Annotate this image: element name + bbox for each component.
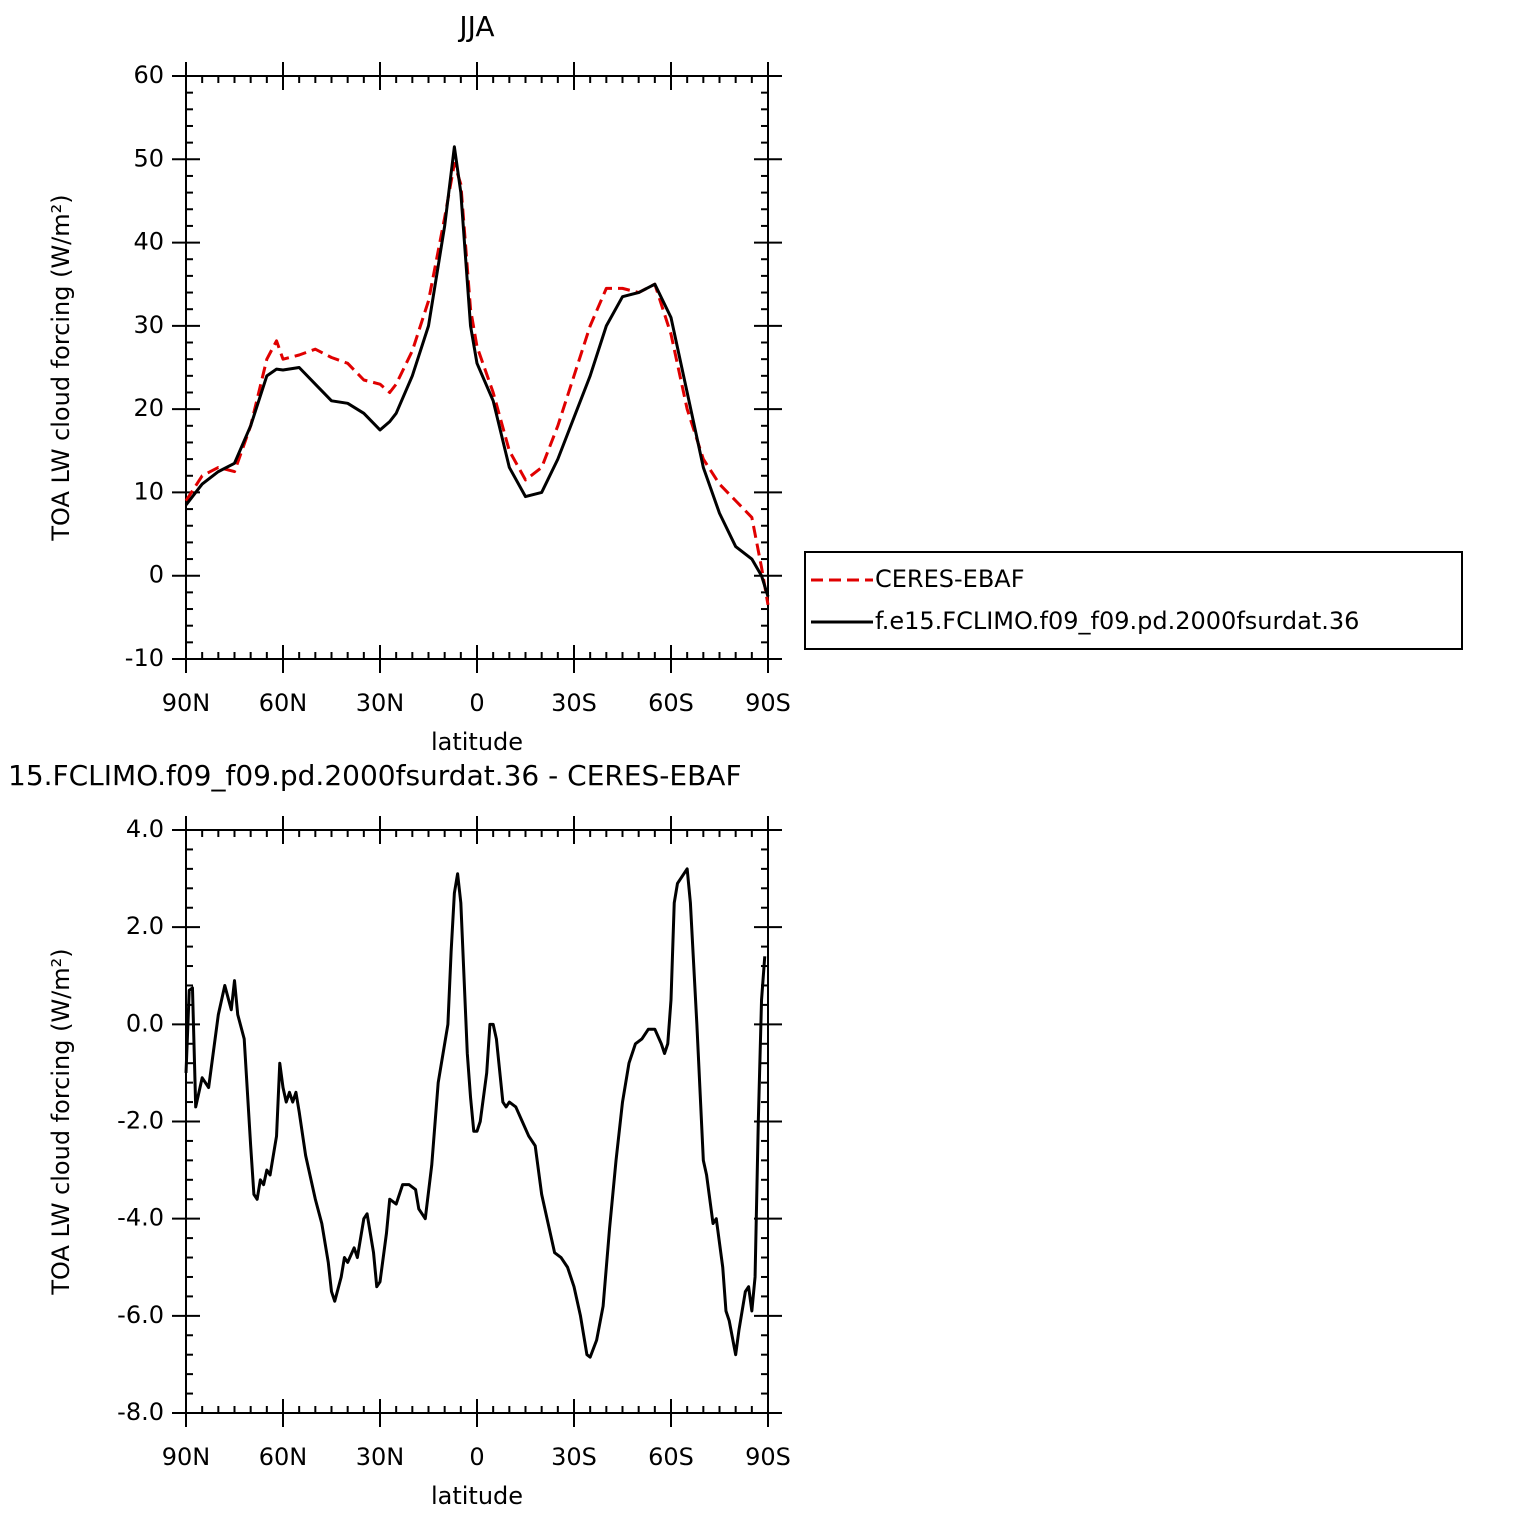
y-tick-label: 0.0 [126,1009,164,1037]
x-tick-label: 0 [469,689,484,717]
x-tick-label: 90N [162,689,211,717]
y-tick-label: 2.0 [126,912,164,940]
y-tick-label: 0 [149,561,164,589]
data-line [184,161,770,606]
x-tick-label: 90S [745,1443,791,1471]
y-tick-label: 30 [133,311,164,339]
legend-label: CERES-EBAF [875,565,1025,593]
x-tick-label: 60S [648,1443,694,1471]
y-tick-label: 60 [133,61,164,89]
y-tick-label: 50 [133,144,164,172]
x-axis-label: latitude [431,728,523,756]
y-tick-label: -8.0 [117,1398,164,1426]
x-tick-label: 90N [162,1443,211,1471]
y-tick-label: 40 [133,228,164,256]
x-tick-label: 30S [551,689,597,717]
data-line [184,867,767,1359]
y-tick-label: -10 [125,644,164,672]
chart-title: 15.FCLIMO.f09_f09.pd.2000fsurdat.36 - CE… [8,759,742,792]
y-tick-label: -4.0 [117,1204,164,1232]
x-tick-label: 0 [469,1443,484,1471]
x-tick-label: 60S [648,689,694,717]
x-tick-label: 60N [259,689,308,717]
y-axis-label: TOA LW cloud forcing (W/m²) [47,948,75,1295]
y-tick-label: 20 [133,394,164,422]
legend-box [804,551,1463,650]
legend-label: f.e15.FCLIMO.f09_f09.pd.2000fsurdat.36 [875,607,1359,635]
y-tick-label: 10 [133,477,164,505]
x-tick-label: 30N [356,689,405,717]
y-tick-label: 4.0 [126,815,164,843]
data-line [184,145,770,597]
plot-frame [185,829,769,1414]
x-axis-label: latitude [431,1482,523,1510]
y-axis-label: TOA LW cloud forcing (W/m²) [47,194,75,541]
chart-title: JJA [457,10,494,43]
x-tick-label: 60N [259,1443,308,1471]
y-tick-label: -6.0 [117,1301,164,1329]
x-tick-label: 90S [745,689,791,717]
x-tick-label: 30S [551,1443,597,1471]
x-tick-label: 30N [356,1443,405,1471]
y-tick-label: -2.0 [117,1107,164,1135]
